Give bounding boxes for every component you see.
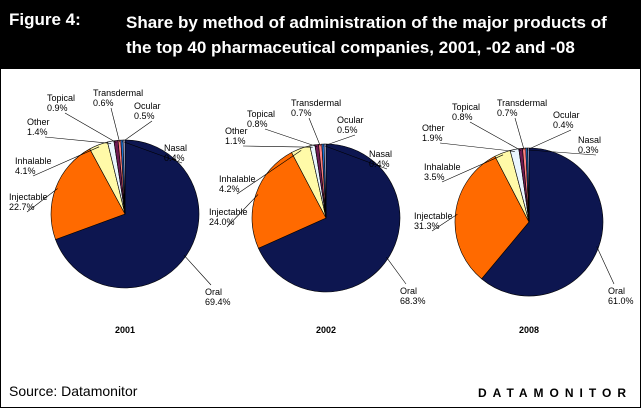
label-topical-2008: Topical	[452, 102, 480, 112]
label-oral-2008: Oral	[608, 286, 625, 296]
value-oral-2001: 69.4%	[205, 297, 231, 307]
value-topical-2008: 0.8%	[452, 112, 473, 122]
value-ocular-2001: 0.5%	[134, 111, 155, 121]
source-note: Source: Datamonitor	[9, 383, 138, 399]
value-injectable-2001: 22.7%	[9, 202, 35, 212]
label-injectable-2002: Injectable	[209, 207, 248, 217]
leader-transdermal-2008	[514, 117, 525, 151]
figure-header: Figure 4: Share by method of administrat…	[1, 1, 640, 69]
leader-injectable-2001	[26, 188, 58, 213]
label-other-2002: Other	[225, 126, 248, 136]
value-inhalable-2002: 4.2%	[219, 184, 240, 194]
slice-injectable-2002	[251, 152, 327, 249]
value-injectable-2002: 24.0%	[209, 217, 235, 227]
value-ocular-2002: 0.5%	[337, 125, 358, 135]
leader-oral-2008	[596, 246, 615, 285]
value-other-2008: 1.9%	[422, 133, 443, 143]
label-transdermal-2008: Transdermal	[497, 98, 547, 108]
value-nasal-2002: 0.4%	[369, 159, 390, 169]
leader-transdermal-2002	[308, 117, 321, 147]
label-other-2001: Other	[27, 117, 50, 127]
leader-nasal-2002	[324, 145, 388, 170]
slice-oral-2002	[258, 143, 401, 293]
leader-ocular-2002	[323, 134, 356, 147]
value-other-2001: 1.4%	[27, 127, 48, 137]
leader-other-2002	[242, 145, 313, 148]
figure-label: Figure 4:	[9, 10, 81, 29]
leader-inhalable-2002	[236, 150, 302, 195]
leader-topical-2002	[264, 128, 318, 147]
value-oral-2008: 61.0%	[608, 296, 634, 306]
slice-injectable-2001	[50, 148, 126, 240]
value-transdermal-2008: 0.7%	[497, 108, 518, 118]
leader-other-2001	[44, 136, 112, 144]
label-other-2008: Other	[422, 123, 445, 133]
label-topical-2002: Topical	[247, 109, 275, 119]
leader-nasal-2008	[528, 149, 597, 156]
label-transdermal-2001: Transdermal	[93, 88, 143, 98]
value-nasal-2001: 0.4%	[164, 153, 185, 163]
leader-ocular-2001	[121, 120, 153, 143]
label-ocular-2002: Ocular	[337, 115, 364, 125]
leader-injectable-2008	[431, 213, 458, 232]
pie-title-2002: 2002	[316, 325, 336, 335]
slice-nasal-2002	[323, 143, 327, 219]
pie-title-2001: 2001	[115, 325, 135, 335]
value-injectable-2008: 31.3%	[414, 221, 440, 231]
value-ocular-2008: 0.4%	[553, 120, 574, 130]
label-ocular-2008: Ocular	[553, 110, 580, 120]
slice-oral-2008	[481, 147, 604, 297]
leader-oral-2001	[183, 254, 212, 286]
slice-nasal-2008	[527, 147, 530, 223]
label-oral-2001: Oral	[205, 287, 222, 297]
label-inhalable-2001: Inhalable	[15, 156, 52, 166]
label-oral-2002: Oral	[400, 286, 417, 296]
label-ocular-2001: Ocular	[134, 101, 161, 111]
pie-title-2008: 2008	[519, 325, 539, 335]
value-topical-2002: 0.8%	[247, 119, 268, 129]
pie-charts: Oral69.4%Injectable22.7%Inhalable4.1%Oth…	[9, 88, 634, 335]
leader-topical-2008	[469, 121, 522, 151]
label-topical-2001: Topical	[47, 93, 75, 103]
value-inhalable-2001: 4.1%	[15, 166, 36, 176]
leader-topical-2001	[64, 112, 117, 143]
value-transdermal-2001: 0.6%	[93, 98, 114, 108]
label-injectable-2001: Injectable	[9, 192, 48, 202]
label-inhalable-2002: Inhalable	[219, 174, 256, 184]
leader-inhalable-2008	[441, 154, 504, 183]
value-inhalable-2008: 3.5%	[424, 172, 445, 182]
slice-oral-2001	[55, 139, 200, 289]
value-other-2002: 1.1%	[225, 136, 246, 146]
leader-oral-2002	[386, 257, 407, 285]
leader-ocular-2008	[526, 129, 572, 151]
value-nasal-2008: 0.3%	[578, 145, 599, 155]
value-topical-2001: 0.9%	[47, 103, 68, 113]
figure-title: Share by method of administration of the…	[126, 13, 607, 57]
value-transdermal-2002: 0.7%	[291, 108, 312, 118]
leader-nasal-2001	[123, 141, 183, 164]
label-nasal-2008: Nasal	[578, 135, 601, 145]
slice-nasal-2001	[122, 139, 126, 215]
label-nasal-2002: Nasal	[369, 149, 392, 159]
leader-inhalable-2001	[32, 146, 100, 177]
value-oral-2002: 68.3%	[400, 296, 426, 306]
leader-transdermal-2001	[110, 107, 120, 143]
leader-other-2008	[439, 142, 515, 152]
brand-logo-text: DATAMONITOR	[478, 386, 632, 400]
leader-injectable-2002	[226, 194, 259, 228]
label-inhalable-2008: Inhalable	[424, 162, 461, 172]
label-injectable-2008: Injectable	[414, 211, 453, 221]
label-nasal-2001: Nasal	[164, 143, 187, 153]
label-transdermal-2002: Transdermal	[291, 98, 341, 108]
